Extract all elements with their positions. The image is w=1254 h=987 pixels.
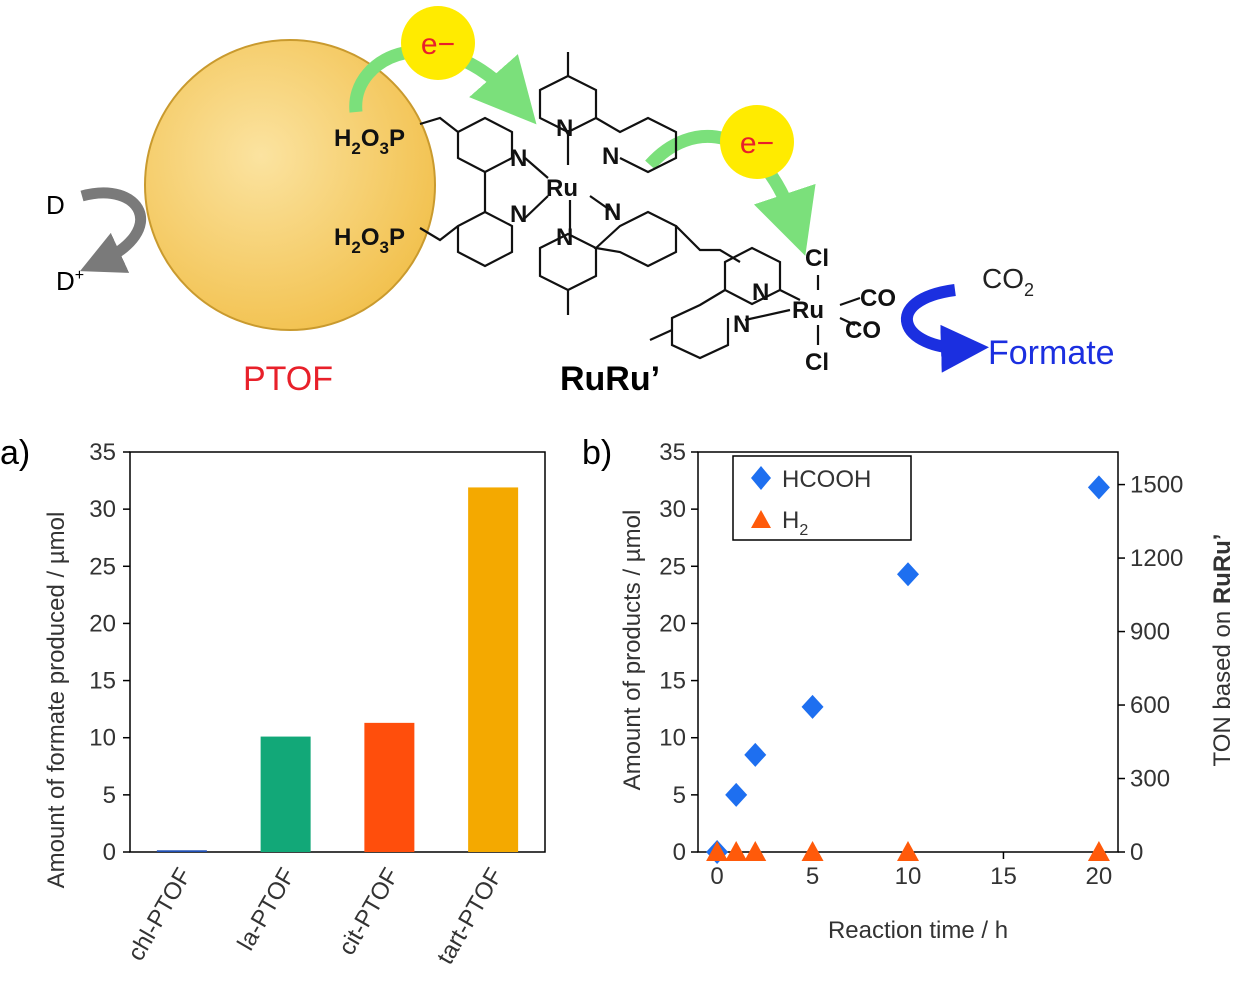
atom-ru-1: Ru xyxy=(546,175,578,202)
panel-a-plot-frame xyxy=(129,451,546,853)
bar-la-PTOF xyxy=(260,736,311,852)
point-hcooh xyxy=(744,742,767,767)
panel-b-y-tick-label: 0 xyxy=(673,839,686,866)
panel-b-y2-tick-label: 1500 xyxy=(1130,472,1183,499)
atom-n-4: N xyxy=(602,143,619,170)
atom-co-2: CO xyxy=(845,317,881,344)
point-hcooh xyxy=(725,782,748,807)
panel-a-x-tick-label: la-PTOF xyxy=(232,864,300,956)
panel-b-y-tick-label: 5 xyxy=(673,782,686,809)
panel-b-y-tick-label: 30 xyxy=(659,496,686,523)
atom-n-2: N xyxy=(510,201,527,228)
atom-cl-bottom: Cl xyxy=(805,349,829,376)
point-h2 xyxy=(706,841,729,861)
donor-oxidized-label: D+ xyxy=(56,266,84,296)
point-hcooh xyxy=(897,562,919,587)
panel-a-y-tick-label: 0 xyxy=(103,839,116,866)
panel-a-y-tick-label: 20 xyxy=(89,610,116,637)
panel-a-label: a) xyxy=(0,434,30,472)
panel-b-y-tick-label: 20 xyxy=(659,610,686,637)
donor-oxidation-arrow xyxy=(79,187,147,273)
panel-b-x-tick-label: 20 xyxy=(1086,863,1113,890)
panel-b-y-tick-label: 35 xyxy=(659,439,686,466)
panel-a-x-tick-label: chl-PTOF xyxy=(123,864,197,966)
molecule-bonds xyxy=(419,52,861,360)
point-hcooh xyxy=(801,694,824,719)
point-h2 xyxy=(801,841,824,861)
point-h2 xyxy=(744,841,767,861)
bar-tart-PTOF xyxy=(468,487,519,852)
panel-b-y2-tick-label: 1200 xyxy=(1130,545,1183,572)
panel-a-x-tick-label: cit-PTOF xyxy=(333,864,404,960)
panel-a-y-tick-label: 25 xyxy=(89,553,116,580)
point-h2 xyxy=(1087,841,1110,861)
co2-label: CO2 xyxy=(982,263,1034,300)
atom-n-7: N xyxy=(752,279,769,306)
electron-badge-1 xyxy=(401,6,475,80)
panel-b-y2-tick-label: 0 xyxy=(1130,839,1143,866)
panel-b-y2-tick-label: 900 xyxy=(1130,619,1170,646)
atom-ru-2: Ru xyxy=(792,297,824,324)
electron-label-1: e− xyxy=(421,28,455,61)
panel-b-x-tick-label: 15 xyxy=(990,863,1017,890)
panel-b-x-tick-label: 5 xyxy=(806,863,819,890)
point-h2 xyxy=(725,841,748,861)
bar-chart-panel-a: a) 0 5 10 15 20 25 30 35 chl-PTOF la-PTOF cit-PTO… xyxy=(0,434,546,970)
reaction-scheme: PTOF D D+ e− e− H2O3P H2O3P xyxy=(46,6,1115,398)
donor-label: D xyxy=(46,190,65,220)
complex-label: RuRu’ xyxy=(560,360,660,398)
electron-badge-2 xyxy=(720,105,794,179)
panel-b-y-tick-label: 15 xyxy=(659,668,686,695)
panel-b-y2-tick-label: 600 xyxy=(1130,692,1170,719)
legend-marker-hcooh xyxy=(751,466,771,490)
atom-cl-top: Cl xyxy=(805,245,829,272)
legend-marker-h2 xyxy=(751,510,771,528)
panel-b-x-tick-label: 10 xyxy=(895,863,922,890)
panel-b-y2-axis-label: TON based on RuRu’ xyxy=(1209,534,1236,767)
panel-a-y-axis-label: Amount of formate produced / µmol xyxy=(43,512,70,889)
panel-b-x-axis-label: Reaction time / h xyxy=(828,917,1008,944)
panel-a-y-tick-label: 30 xyxy=(89,496,116,523)
ptof-particle xyxy=(144,39,436,331)
atom-n-1: N xyxy=(510,145,527,172)
atom-n-3: N xyxy=(556,115,573,142)
atom-n-8: N xyxy=(733,311,750,338)
point-hcooh xyxy=(1087,475,1110,500)
panel-b-y-axis-label: Amount of products / µmol xyxy=(619,510,646,791)
panel-a-y-tick-label: 15 xyxy=(89,668,116,695)
ptof-label: PTOF xyxy=(243,360,333,398)
formate-label: Formate xyxy=(988,334,1115,372)
electron-label-2: e− xyxy=(740,127,774,160)
panel-a-y-tick-label: 10 xyxy=(89,725,116,752)
bar-cit-PTOF xyxy=(364,722,415,852)
atom-n-5: N xyxy=(604,199,621,226)
panel-b-legend: HCOOH H2 xyxy=(732,455,912,541)
panel-b-y-tick-label: 10 xyxy=(659,725,686,752)
panel-b-x-tick-label: 0 xyxy=(710,863,723,890)
legend-label-hcooh: HCOOH xyxy=(782,466,871,493)
atom-n-6: N xyxy=(556,224,573,251)
point-h2 xyxy=(897,841,919,861)
co2-reduction-arrow xyxy=(901,284,989,373)
panel-b-label: b) xyxy=(582,434,612,472)
atom-co-1: CO xyxy=(860,285,896,312)
scatter-chart-panel-b: b) 0 5 10 15 20 25 30 35 0 300 600 900 1200 1500 0 5 1… xyxy=(582,434,1236,944)
panel-a-y-tick-label: 5 xyxy=(103,782,116,809)
panel-b-y2-tick-label: 300 xyxy=(1130,766,1170,793)
bar-chl-PTOF xyxy=(156,850,207,852)
panel-b-y-tick-label: 25 xyxy=(659,553,686,580)
panel-a-y-tick-label: 35 xyxy=(89,439,116,466)
panel-a-x-tick-label: tart-PTOF xyxy=(432,864,508,970)
